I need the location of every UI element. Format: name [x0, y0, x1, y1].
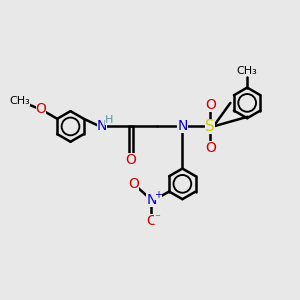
Text: ⁻: ⁻ — [154, 214, 160, 224]
Text: O: O — [128, 177, 139, 191]
Text: S: S — [206, 119, 215, 134]
Text: N: N — [177, 119, 188, 134]
Text: N: N — [146, 193, 157, 207]
Text: O: O — [36, 102, 46, 116]
Text: CH₃: CH₃ — [10, 96, 30, 106]
Text: O: O — [205, 141, 216, 154]
Text: O: O — [146, 214, 157, 228]
Text: O: O — [205, 98, 216, 112]
Text: H: H — [105, 115, 113, 125]
Text: N: N — [97, 119, 107, 134]
Text: CH₃: CH₃ — [237, 66, 257, 76]
Text: O: O — [125, 153, 136, 167]
Text: +: + — [154, 190, 162, 200]
